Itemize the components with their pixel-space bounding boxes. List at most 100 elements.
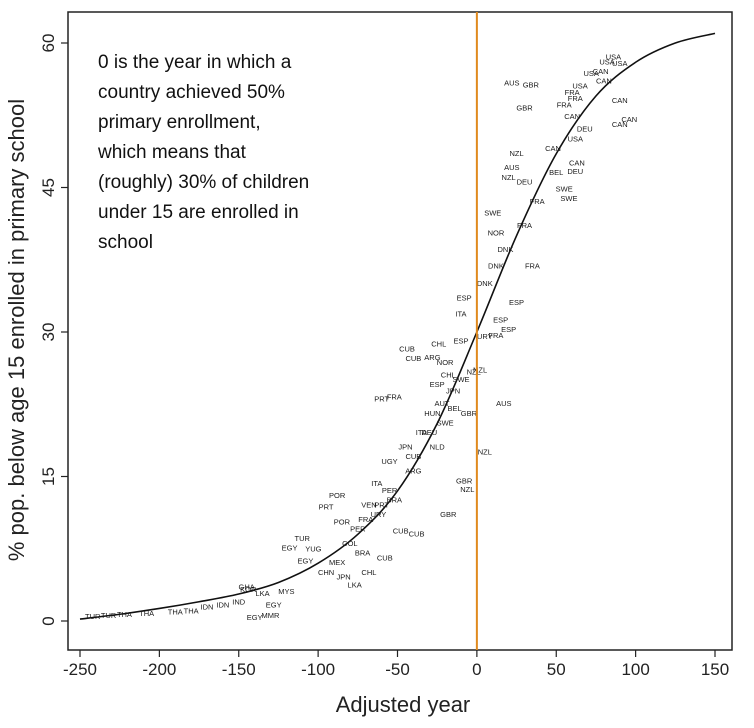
- data-point-fra: FRA: [557, 101, 572, 110]
- data-point-esp: ESP: [509, 298, 524, 307]
- data-point-cub: CUB: [377, 553, 393, 562]
- data-point-dnk: DNK: [498, 245, 514, 254]
- data-point-esp: ESP: [457, 293, 472, 302]
- data-point-cub: CUB: [393, 526, 409, 535]
- data-point-idn: IDN: [201, 602, 214, 611]
- data-point-ita: ITA: [371, 479, 382, 488]
- x-tick-label: 0: [472, 660, 481, 679]
- data-point-can: CAN: [545, 144, 561, 153]
- data-point-bel: BEL: [549, 168, 563, 177]
- data-point-swe: SWE: [556, 184, 573, 193]
- annotation-text: 0 is the year in which a country achieve…: [98, 52, 310, 253]
- data-point-chl: CHL: [431, 340, 446, 349]
- data-point-prt: PRT: [319, 502, 334, 511]
- data-point-yug: YUG: [305, 545, 321, 554]
- data-point-nor: NOR: [488, 229, 505, 238]
- data-point-gbr: GBR: [523, 80, 540, 89]
- data-point-nzl: NZL: [473, 366, 487, 375]
- data-point-chl: CHL: [361, 568, 376, 577]
- data-point-fra: FRA: [488, 331, 503, 340]
- data-point-bra: BRA: [387, 496, 402, 505]
- data-point-nzl: NZL: [478, 447, 492, 456]
- data-point-gbr: GBR: [440, 510, 457, 519]
- data-point-tha: THA: [117, 610, 132, 619]
- data-point-fra: FRA: [565, 88, 580, 97]
- data-point-lka: LKA: [348, 580, 362, 589]
- data-point-per: PER: [382, 486, 398, 495]
- data-point-cub: CUB: [405, 354, 421, 363]
- y-axis: 0 15 30 45 60: [39, 34, 68, 626]
- y-axis-title: % pop. below age 15 enrolled in primary …: [4, 99, 29, 561]
- x-tick-label: 150: [701, 660, 729, 679]
- data-point-tur: TUR: [295, 534, 311, 543]
- data-point-can: CAN: [564, 112, 580, 121]
- data-point-arg: ARG: [424, 353, 440, 362]
- x-tick-label: -100: [301, 660, 335, 679]
- data-point-fra: FRA: [387, 392, 402, 401]
- data-point-usa: USA: [606, 52, 621, 61]
- data-point-tha: THA: [184, 606, 199, 615]
- data-point-nzl: NZL: [460, 485, 474, 494]
- data-point-deu: DEU: [567, 167, 583, 176]
- data-point-fra: FRA: [525, 261, 540, 270]
- data-point-can: CAN: [621, 115, 637, 124]
- data-point-egy: EGY: [282, 544, 298, 553]
- data-point-gha: GHA: [239, 582, 255, 591]
- data-point-gbr: GBR: [456, 476, 473, 485]
- data-point-nzl: NZL: [509, 149, 523, 158]
- data-point-bel: BEL: [448, 404, 462, 413]
- x-tick-label: -200: [142, 660, 176, 679]
- data-point-esp: ESP: [493, 315, 508, 324]
- data-point-jpn: JPN: [446, 387, 460, 396]
- y-tick-label: 60: [39, 34, 58, 53]
- data-point-can: CAN: [612, 120, 628, 129]
- data-point-can: CAN: [593, 67, 609, 76]
- data-point-mex: MEX: [329, 558, 345, 567]
- data-point-esp: ESP: [453, 337, 468, 346]
- data-point-gbr: GBR: [516, 103, 533, 112]
- data-point-arg: ARG: [405, 467, 421, 476]
- data-point-ury: URY: [477, 332, 493, 341]
- data-point-por: POR: [329, 491, 346, 500]
- y-tick-label: 15: [39, 467, 58, 486]
- data-point-gbr: GBR: [461, 409, 478, 418]
- data-point-nld: NLD: [430, 443, 446, 452]
- x-axis-title: Adjusted year: [336, 692, 471, 717]
- data-point-esp: ESP: [430, 380, 445, 389]
- data-point-egy: EGY: [247, 613, 263, 622]
- plot-frame: [67, 11, 733, 651]
- data-point-usa: USA: [612, 59, 627, 68]
- data-point-swe: SWE: [452, 375, 469, 384]
- data-point-usa: USA: [599, 57, 614, 66]
- y-tick-label: 45: [39, 178, 58, 197]
- data-point-aut: AUT: [434, 399, 449, 408]
- data-point-can: CAN: [596, 77, 612, 86]
- data-point-nor: NOR: [437, 358, 454, 367]
- data-point-lka: LKA: [255, 589, 269, 598]
- data-point-can: CAN: [569, 158, 585, 167]
- data-point-deu: DEU: [421, 428, 437, 437]
- fitted-curve: [79, 32, 716, 620]
- data-points: TUR TUR THA THA THA THA IDN IDN INDEGYMMREGYKORG…: [85, 52, 637, 622]
- y-tick-label: 0: [39, 616, 58, 625]
- data-point-tur: TUR: [101, 611, 117, 620]
- x-tick-label: -50: [385, 660, 410, 679]
- data-point-aus: AUS: [504, 163, 519, 172]
- data-point-ury: URY: [371, 510, 387, 519]
- data-point-mmr: MMR: [262, 611, 280, 620]
- data-point-usa: USA: [568, 134, 583, 143]
- data-point-hun: HUN: [424, 409, 440, 418]
- x-tick-label: 100: [621, 660, 649, 679]
- data-point-dnk: DNK: [488, 261, 504, 270]
- data-point-usa: USA: [572, 81, 587, 90]
- data-point-chn: CHN: [318, 568, 334, 577]
- data-point-swe: SWE: [560, 194, 577, 203]
- data-point-usa: USA: [583, 69, 598, 78]
- data-point-cub: CUB: [399, 344, 415, 353]
- data-point-kor: KOR: [240, 585, 257, 594]
- data-point-ugy: UGY: [381, 457, 397, 466]
- data-point-ind: IND: [232, 598, 246, 607]
- data-point-ven: VEN: [361, 500, 376, 509]
- data-point-jpn: JPN: [336, 573, 350, 582]
